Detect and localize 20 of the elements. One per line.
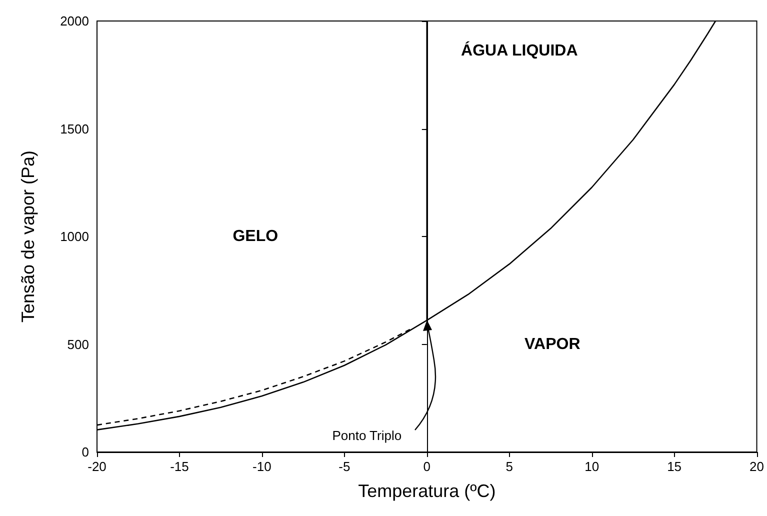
x-tick-label: -5	[338, 459, 350, 474]
y-axis-title: Tensão de vapor (Pa)	[18, 150, 38, 323]
y-tick-label: 500	[67, 336, 89, 352]
x-tick-label: 10	[584, 459, 600, 474]
annotation: VAPOR	[524, 336, 581, 353]
x-tick-label: 5	[506, 459, 513, 474]
x-tick-label: -15	[170, 459, 189, 474]
annotation: GELO	[232, 228, 278, 245]
y-tick-label: 1500	[60, 121, 89, 136]
annotation: ÁGUA LIQUIDA	[461, 40, 578, 60]
x-tick-label: 15	[667, 459, 682, 474]
x-tick-label: -10	[252, 459, 272, 474]
y-tick-label: 2000	[60, 14, 89, 28]
x-tick-label: 0	[423, 459, 430, 474]
annotation: Ponto Triplo	[332, 428, 402, 443]
y-tick-label: 0	[82, 444, 89, 460]
x-tick-label: -20	[88, 459, 106, 474]
x-tick-label: 20	[750, 459, 764, 474]
y-tick-label: 1000	[60, 229, 89, 244]
x-axis-title: Temperatura (ºC)	[358, 481, 496, 501]
